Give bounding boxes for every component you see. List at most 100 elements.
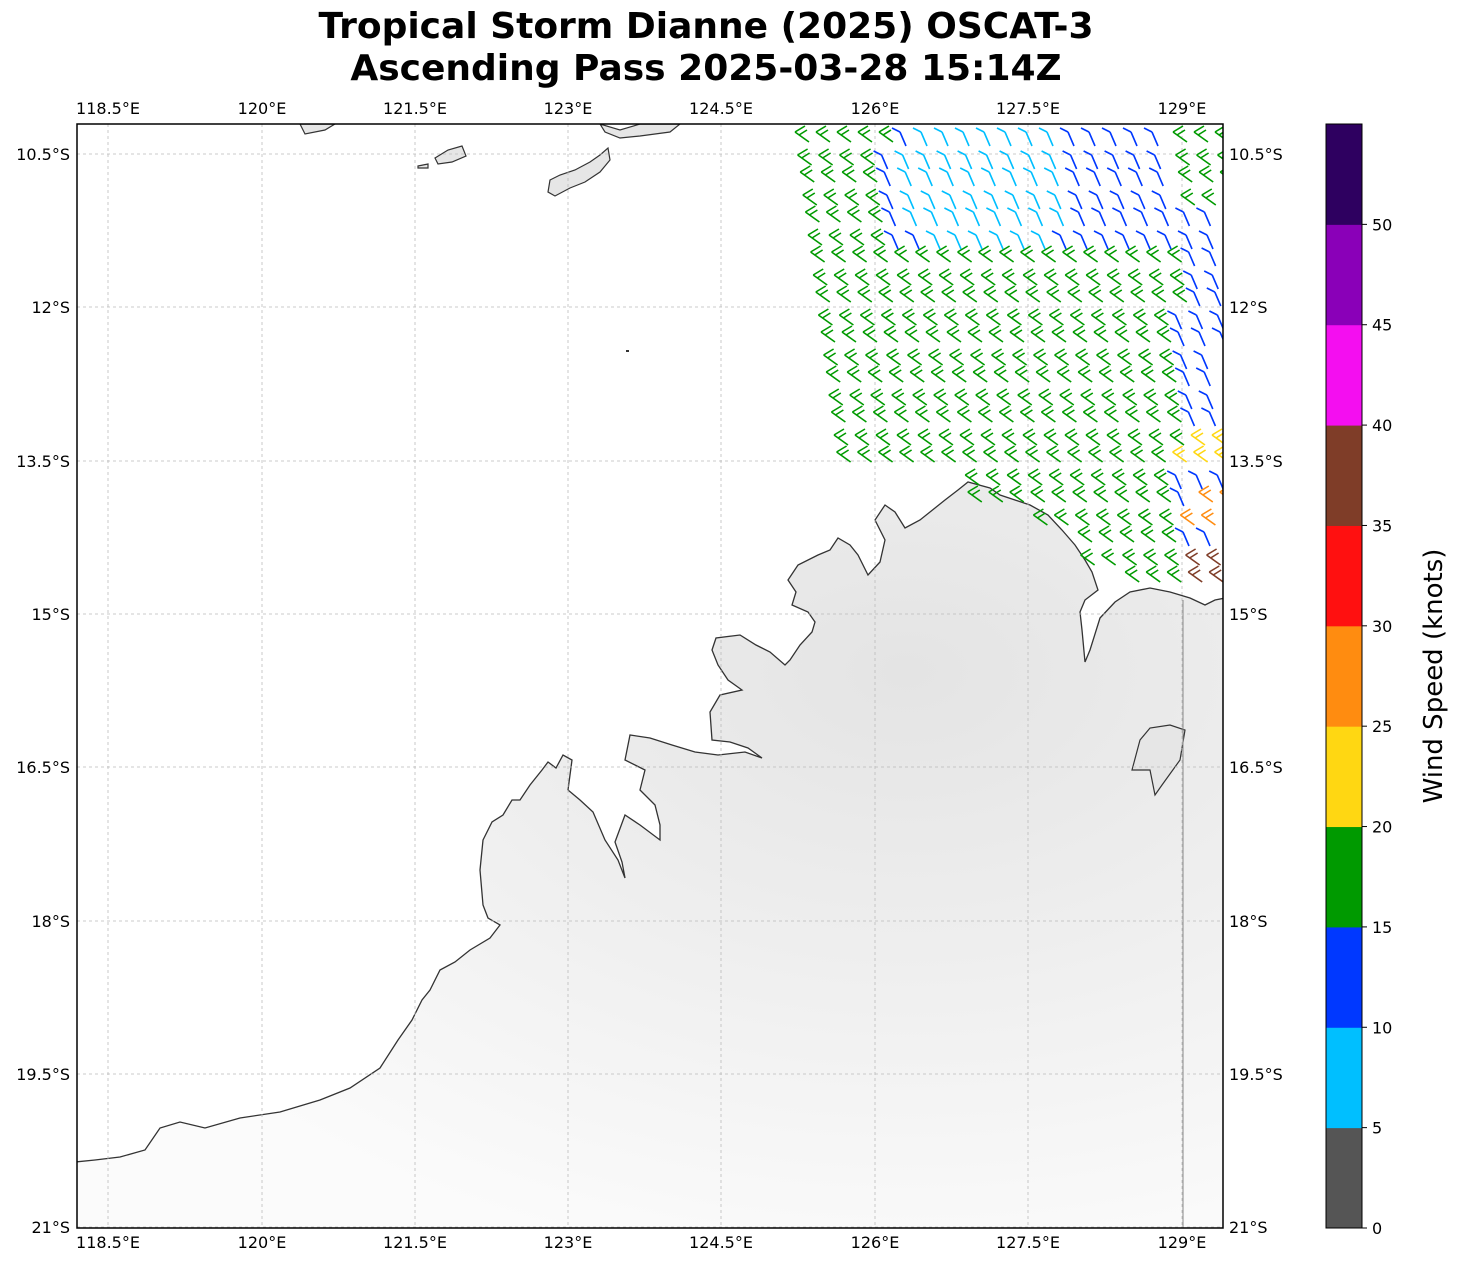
colorbar-tick-label: 45 (1372, 316, 1392, 335)
wind-barb (878, 190, 894, 210)
colorbar-segment (1326, 1127, 1362, 1229)
wind-barb (922, 308, 938, 326)
wind-barb (1190, 428, 1206, 446)
wind-barb (1090, 468, 1106, 486)
wind-barb (938, 428, 954, 446)
lon-label-bottom: 118.5°E (76, 1233, 140, 1252)
wind-barb (896, 268, 912, 286)
wind-barb (935, 405, 951, 423)
wind-barb (1062, 245, 1078, 263)
wind-barb (1137, 508, 1153, 526)
wind-barb (1093, 325, 1109, 343)
wind-barb (1169, 487, 1185, 507)
wind-barb (967, 230, 983, 250)
colorbar-tick-label: 25 (1372, 717, 1392, 736)
wind-barb (1080, 388, 1096, 406)
wind-barb (993, 365, 1009, 383)
wind-barb (996, 127, 1012, 147)
wind-barb (1048, 468, 1064, 486)
wind-barb (1156, 325, 1172, 343)
wind-barb (977, 405, 993, 423)
wind-barb (1083, 150, 1099, 170)
wind-barb (1041, 245, 1057, 263)
wind-barb (996, 388, 1012, 406)
wind-barb (1167, 310, 1183, 330)
lon-label-top: 127.5°E (996, 99, 1060, 118)
lat-label-left: 19.5°S (16, 1065, 70, 1084)
wind-barb (1067, 445, 1083, 463)
wind-barb (1083, 245, 1099, 263)
wind-barb (1166, 470, 1182, 490)
wind-barb (1041, 150, 1057, 170)
wind-barb (1119, 525, 1135, 543)
wind-barb (1198, 230, 1214, 250)
wind-barb (870, 388, 886, 406)
lat-label-right: 13.5°S (1229, 452, 1283, 471)
wind-barb (1190, 327, 1206, 347)
wind-barb (946, 325, 962, 343)
wind-barb (1214, 126, 1223, 139)
wind-barb (978, 245, 994, 263)
wind-barb (1164, 548, 1180, 566)
lon-label-top: 123°E (544, 99, 593, 118)
wind-barb (1040, 405, 1056, 423)
lat-label-left: 18°S (31, 912, 70, 931)
wind-barb (936, 150, 952, 170)
wind-barb (1127, 268, 1143, 286)
wind-barb (1074, 508, 1090, 526)
wind-barb (975, 388, 991, 406)
wind-barb (1088, 190, 1104, 210)
wind-barb (1208, 470, 1223, 490)
wind-barb (1103, 405, 1119, 423)
wind-barb (999, 150, 1015, 170)
wind-barb (1172, 350, 1188, 370)
wind-barb (998, 405, 1014, 423)
wind-barb (1201, 407, 1217, 427)
wind-barb (1132, 468, 1148, 486)
wind-barb (881, 207, 897, 227)
wind-barb (1109, 285, 1125, 303)
wind-barb (1104, 245, 1120, 263)
wind-barb (1098, 365, 1114, 383)
lon-label-top: 126°E (851, 99, 900, 118)
wind-barb (1017, 127, 1033, 147)
wind-barb (802, 188, 818, 206)
wind-barb (999, 245, 1015, 263)
lat-label-right: 19.5°S (1229, 1065, 1283, 1084)
wind-barb (878, 445, 894, 463)
wind-barb (894, 150, 910, 170)
wind-barb (988, 325, 1004, 343)
wind-barb (1127, 167, 1143, 187)
wind-barb (941, 445, 957, 463)
wind-barb (878, 285, 894, 303)
wind-barb (857, 125, 873, 143)
wind-barb (1019, 405, 1035, 423)
wind-barb (925, 325, 941, 343)
wind-barb (1153, 468, 1169, 486)
mainland (77, 481, 1223, 1228)
wind-barb (1022, 167, 1038, 187)
wind-barb (1080, 548, 1096, 566)
wind-barb (1124, 405, 1140, 423)
wind-barb (1077, 365, 1093, 383)
wind-barb (988, 485, 1004, 503)
wind-barb (902, 207, 918, 227)
wind-barb (878, 125, 894, 143)
wind-barb (1070, 207, 1086, 227)
wind-barb (991, 348, 1007, 366)
colorbar-tick-label: 35 (1372, 516, 1392, 535)
island-north (599, 124, 681, 139)
wind-barb (1111, 308, 1127, 326)
wind-barb (1177, 165, 1193, 183)
wind-barb (1038, 127, 1054, 147)
wind-barb (1022, 268, 1038, 286)
wind-barb (954, 127, 970, 147)
wind-barb (1148, 268, 1164, 286)
wind-barb (1133, 207, 1149, 227)
wind-barb (818, 148, 834, 166)
lon-label-top: 120°E (238, 99, 287, 118)
wind-barb (797, 148, 813, 166)
wind-barb (1143, 548, 1159, 566)
colorbar-segment (1326, 124, 1362, 225)
wind-barb (964, 308, 980, 326)
